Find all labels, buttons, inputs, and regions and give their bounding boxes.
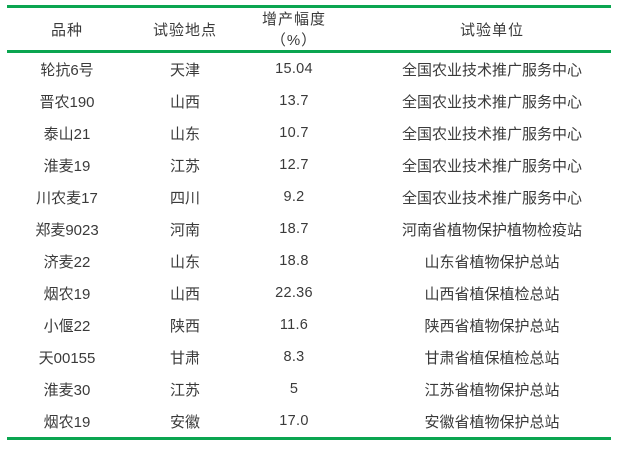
- location-cell: 山西: [169, 285, 200, 303]
- unit-cell: 陕西省植物保护总站: [424, 317, 560, 335]
- unit-cell: 甘肃省植保植检总站: [424, 349, 560, 367]
- table-row: 淮麦19 江苏 12.7 全国农业技术推广服务中心: [7, 149, 611, 181]
- trial-results-table: 品种 试验地点 增产幅度（%） 试验单位 轮抗6号 天津 15.04 全国农业技术推广…: [7, 5, 611, 440]
- variety-cell: 天00155: [38, 349, 96, 367]
- increase-cell: 9.2: [283, 189, 305, 205]
- header-row: 品种 试验地点 增产幅度（%） 试验单位: [7, 7, 611, 52]
- variety-cell: 济麦22: [43, 253, 91, 271]
- increase-cell: 15.04: [275, 61, 313, 77]
- col-header-location: 试验地点: [152, 21, 217, 39]
- table-header: 品种 试验地点 增产幅度（%） 试验单位: [7, 7, 611, 52]
- variety-cell: 晋农190: [39, 93, 95, 111]
- variety-cell: 郑麦9023: [35, 221, 99, 239]
- location-cell: 山东: [169, 125, 200, 143]
- variety-cell: 小偃22: [43, 317, 91, 335]
- table-row: 轮抗6号 天津 15.04 全国农业技术推广服务中心: [7, 52, 611, 86]
- table-row: 烟农19 山西 22.36 山西省植保植检总站: [7, 277, 611, 309]
- variety-cell: 轮抗6号: [40, 61, 94, 79]
- table-row: 小偃22 陕西 11.6 陕西省植物保护总站: [7, 309, 611, 341]
- increase-cell: 12.7: [279, 157, 309, 173]
- increase-cell: 17.0: [279, 413, 309, 429]
- unit-cell: 全国农业技术推广服务中心: [401, 61, 582, 79]
- location-cell: 河南: [169, 221, 200, 239]
- table-row: 泰山21 山东 10.7 全国农业技术推广服务中心: [7, 117, 611, 149]
- increase-cell: 18.7: [279, 221, 309, 237]
- location-cell: 江苏: [169, 157, 200, 175]
- increase-cell: 13.7: [279, 93, 309, 109]
- increase-cell: 8.3: [283, 349, 305, 365]
- location-cell: 甘肃: [169, 349, 200, 367]
- increase-cell: 18.8: [279, 253, 309, 269]
- location-cell: 山西: [169, 93, 200, 111]
- table-row: 晋农190 山西 13.7 全国农业技术推广服务中心: [7, 85, 611, 117]
- unit-cell: 河南省植物保护植物检疫站: [401, 221, 582, 239]
- increase-cell: 10.7: [279, 125, 309, 141]
- unit-cell: 江苏省植物保护总站: [424, 381, 560, 399]
- location-cell: 四川: [169, 189, 200, 207]
- unit-cell: 全国农业技术推广服务中心: [401, 93, 582, 111]
- location-cell: 天津: [169, 61, 200, 79]
- location-cell: 安徽: [169, 413, 200, 431]
- increase-cell: 22.36: [275, 285, 313, 301]
- location-cell: 山东: [169, 253, 200, 271]
- variety-cell: 川农麦17: [36, 189, 98, 207]
- table-row: 郑麦9023 河南 18.7 河南省植物保护植物检疫站: [7, 213, 611, 245]
- unit-cell: 山东省植物保护总站: [424, 253, 560, 271]
- unit-cell: 全国农业技术推广服务中心: [401, 189, 582, 207]
- increase-cell: 5: [289, 381, 299, 397]
- unit-cell: 山西省植保植检总站: [424, 285, 560, 303]
- col-header-increase: 增产幅度（%）: [261, 11, 326, 49]
- variety-cell: 泰山21: [43, 125, 91, 143]
- variety-cell: 烟农19: [43, 285, 91, 303]
- table-row: 川农麦17 四川 9.2 全国农业技术推广服务中心: [7, 181, 611, 213]
- location-cell: 陕西: [169, 317, 200, 335]
- unit-cell: 全国农业技术推广服务中心: [401, 125, 582, 143]
- variety-cell: 烟农19: [43, 413, 91, 431]
- unit-cell: 全国农业技术推广服务中心: [401, 157, 582, 175]
- increase-cell: 11.6: [279, 317, 309, 333]
- location-cell: 江苏: [169, 381, 200, 399]
- variety-cell: 淮麦30: [43, 381, 91, 399]
- table-row: 烟农19 安徽 17.0 安徽省植物保护总站: [7, 405, 611, 439]
- variety-cell: 淮麦19: [43, 157, 91, 175]
- table-row: 淮麦30 江苏 5 江苏省植物保护总站: [7, 373, 611, 405]
- table-row: 济麦22 山东 18.8 山东省植物保护总站: [7, 245, 611, 277]
- table-body: 轮抗6号 天津 15.04 全国农业技术推广服务中心 晋农190 山西 13.7 全国农业技术…: [7, 52, 611, 439]
- col-header-unit: 试验单位: [459, 21, 524, 39]
- unit-cell: 安徽省植物保护总站: [424, 413, 560, 431]
- table-row: 天00155 甘肃 8.3 甘肃省植保植检总站: [7, 341, 611, 373]
- col-header-variety: 品种: [50, 21, 83, 39]
